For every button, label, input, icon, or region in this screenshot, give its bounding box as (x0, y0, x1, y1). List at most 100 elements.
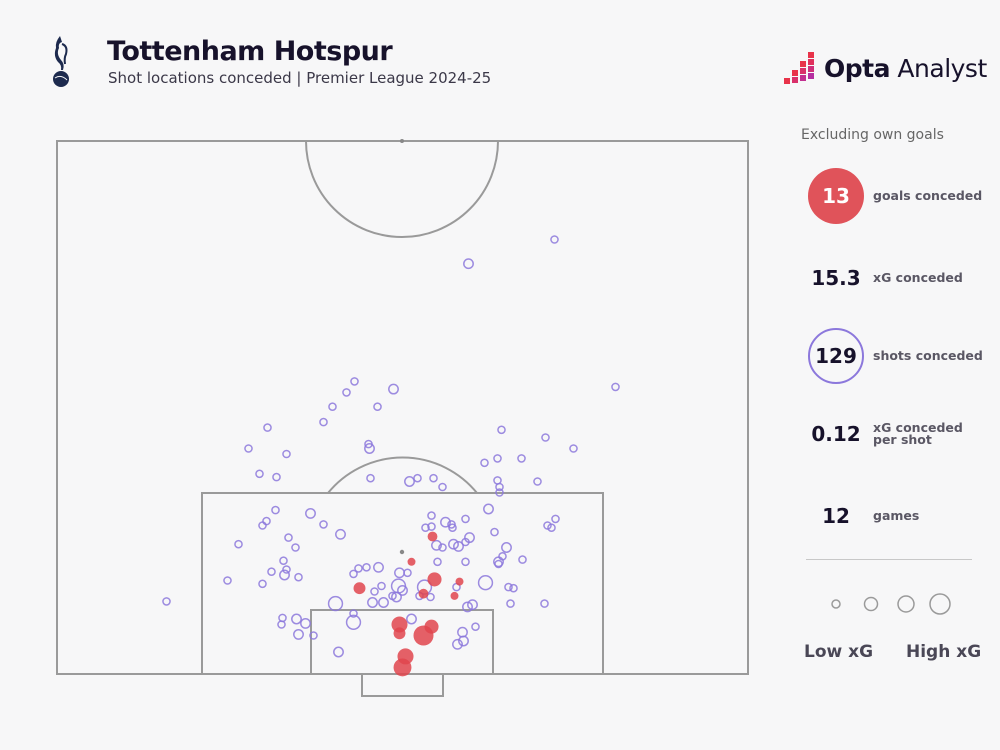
stat-shots: 129 shots conceded (808, 328, 998, 384)
shots-layer (162, 235, 620, 658)
shot-point (493, 556, 504, 568)
shot-point (438, 482, 447, 492)
shot-point (517, 454, 526, 463)
shot-point (309, 631, 318, 640)
shot-point (391, 591, 402, 603)
shot-point (394, 567, 405, 579)
shot-point (406, 613, 417, 625)
goals-value: 13 (808, 168, 864, 224)
shot-point (373, 561, 384, 573)
shot-point (342, 388, 351, 397)
goal-point (427, 572, 442, 587)
shot-point (427, 522, 436, 531)
stat-xg-per-shot: 0.12 xG conceded per shot (808, 420, 998, 447)
shot-point (506, 599, 515, 608)
shot-point (291, 613, 302, 625)
shot-point (431, 539, 442, 551)
xg-per-shot-label: xG conceded per shot (873, 420, 963, 447)
shot-point (462, 601, 473, 613)
shot-point (377, 581, 386, 591)
shot-point (440, 516, 451, 528)
shot-point (452, 638, 463, 650)
shot-point (463, 258, 474, 270)
shot-point (540, 599, 549, 608)
goals-label: goals conceded (873, 188, 983, 203)
shot-point (497, 425, 506, 435)
shot-point (493, 454, 502, 463)
shot-point (258, 579, 267, 589)
shot-point (234, 539, 243, 549)
opta-analyst-logo: Opta Analyst (780, 52, 987, 84)
games-value: 12 (822, 504, 850, 528)
shot-point (490, 527, 499, 537)
pitch-outline (56, 140, 749, 675)
goal (361, 673, 444, 697)
shot-point (366, 473, 375, 483)
goal-point (450, 591, 459, 600)
shot-point (480, 458, 489, 468)
shot-point (263, 423, 272, 432)
goal-point (427, 531, 438, 542)
legend-circle-s (863, 596, 879, 612)
shot-point (464, 532, 475, 544)
shot-point (471, 622, 480, 632)
goal-point (393, 627, 406, 640)
opta-logo-mark-icon (784, 52, 814, 84)
shot-point (272, 472, 281, 482)
pitch-markings (56, 140, 749, 697)
shot-point (453, 540, 464, 552)
legend-circle-xs (831, 599, 841, 609)
shot-point (501, 542, 512, 553)
goals-layer (353, 531, 464, 677)
shot-point (404, 476, 415, 487)
goal-point (353, 582, 366, 595)
shot-point (162, 597, 171, 606)
divider (806, 559, 972, 560)
centre-spot (400, 139, 404, 143)
goal-point (391, 616, 408, 633)
chart-subtitle: Shot locations conceded | Premier League… (108, 69, 492, 87)
shot-point (550, 235, 559, 244)
shot-point (467, 599, 478, 611)
shot-point (569, 444, 578, 453)
shot-point (255, 469, 264, 479)
shot-point (277, 620, 286, 629)
shot-point (495, 488, 504, 497)
stat-games: 12 games (808, 504, 998, 528)
shot-point (327, 595, 344, 612)
shot-point (427, 511, 436, 520)
shot-point (345, 614, 362, 630)
games-label: games (873, 508, 920, 523)
shot-point (349, 609, 358, 618)
shot-point (448, 523, 457, 533)
goal-point (455, 577, 464, 586)
shot-point (397, 584, 408, 596)
pitch-chart (56, 139, 749, 697)
legend-high-label: High xG (906, 642, 982, 662)
shot-point (267, 567, 276, 577)
shots-label: shots conceded (873, 348, 983, 363)
goal-point (407, 557, 416, 566)
shot-point (294, 572, 303, 582)
penalty-area (201, 492, 604, 675)
shot-point (258, 521, 267, 530)
spurs-cockerel-icon (53, 36, 69, 87)
shot-point (328, 402, 337, 412)
logo-text-bold: Opta (824, 53, 890, 83)
shot-point (362, 562, 371, 572)
xg-label: xG conceded (873, 270, 963, 285)
shot-point (305, 507, 316, 519)
shot-point (518, 555, 527, 564)
shot-point (223, 576, 232, 585)
shot-point (413, 473, 422, 483)
shot-point (293, 628, 304, 640)
shot-point (282, 449, 291, 459)
shot-point (300, 617, 311, 629)
shot-point (378, 597, 389, 608)
shot-point (335, 528, 346, 540)
shot-point (611, 382, 620, 392)
shot-point (349, 569, 358, 579)
shot-point (271, 505, 280, 515)
shot-point (421, 523, 430, 533)
shot-point (509, 583, 518, 593)
